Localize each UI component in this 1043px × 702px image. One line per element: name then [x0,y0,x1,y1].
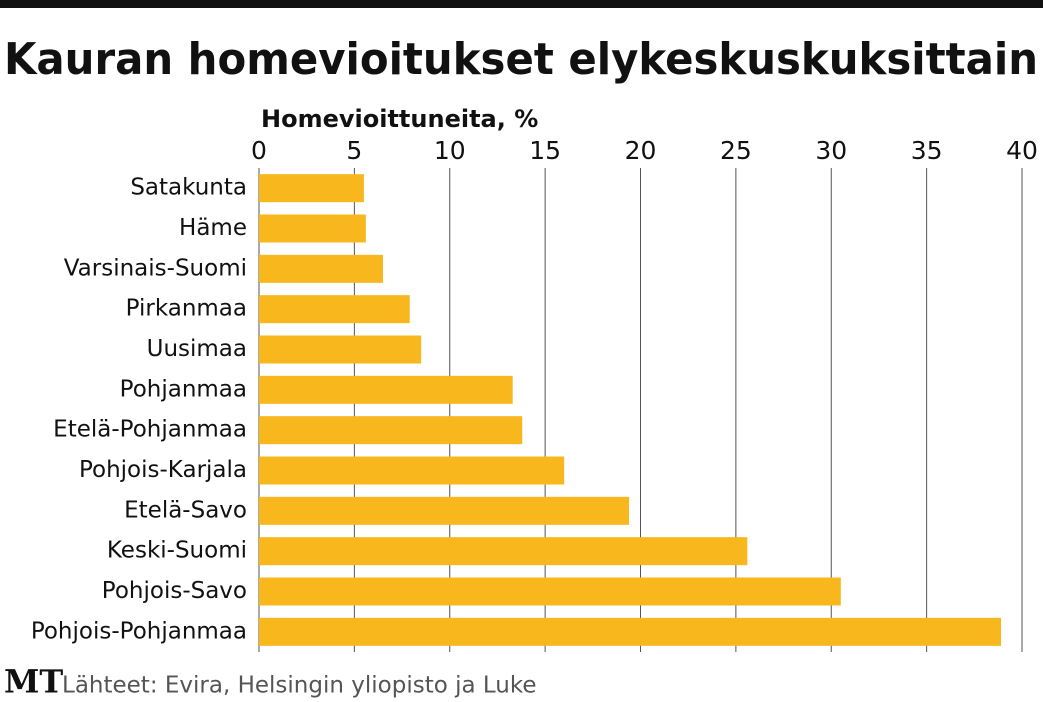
bar [259,214,366,243]
x-tick-label: 0 [251,136,267,165]
y-tick-label: Satakunta [130,175,247,201]
axis-label: Homevioittuneita, % [261,105,538,133]
y-tick-label: Pohjois-Savo [102,578,247,604]
bar [259,577,841,606]
bar [259,254,383,283]
y-tick-label: Pohjois-Karjala [79,457,247,483]
y-tick-label: Uusimaa [147,336,247,362]
bar [259,375,513,404]
x-tick-label: 10 [434,136,466,165]
bar [259,174,364,203]
top-rule [0,0,1043,8]
chart-title: Kauran homevioitukset elykeskuskuksittai… [4,34,1038,85]
source: Lähteet: Evira, Helsingin yliopisto ja L… [62,673,537,699]
y-tick-label: Keski-Suomi [107,538,247,564]
y-tick-label: Pirkanmaa [126,296,247,322]
x-tick-label: 15 [529,136,561,165]
x-tick-label: 5 [346,136,362,165]
y-tick-label: Pohjois-Pohjanmaa [31,618,247,644]
x-tick-label: 30 [815,136,847,165]
y-tick-label: Häme [179,215,247,241]
bar [259,537,748,566]
x-tick-label: 20 [625,136,657,165]
x-tick-label: 40 [1006,136,1038,165]
y-tick-label: Pohjanmaa [120,376,247,402]
bar [259,416,523,445]
x-tick-label: 35 [911,136,943,165]
y-tick-label: Etelä-Savo [124,497,247,523]
bar [259,456,565,485]
logo: MT [4,663,63,701]
bar [259,295,410,324]
y-tick-label: Etelä-Pohjanmaa [53,417,247,443]
x-tick-label: 25 [720,136,752,165]
bar [259,335,422,364]
bar [259,496,630,525]
y-tick-label: Varsinais-Suomi [64,255,247,281]
bar [259,617,1002,646]
